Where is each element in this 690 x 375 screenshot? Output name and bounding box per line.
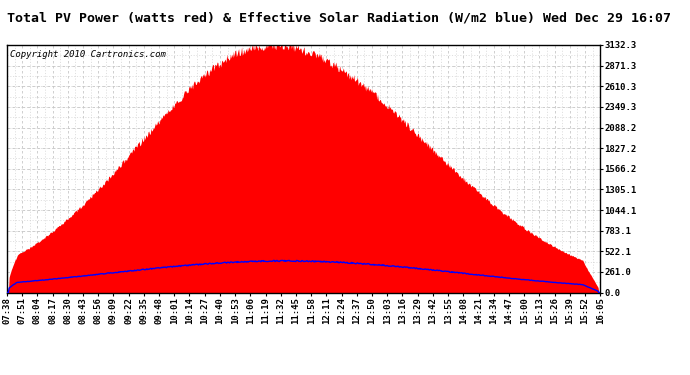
Text: Total PV Power (watts red) & Effective Solar Radiation (W/m2 blue) Wed Dec 29 16: Total PV Power (watts red) & Effective S… — [7, 11, 671, 24]
Text: Copyright 2010 Cartronics.com: Copyright 2010 Cartronics.com — [10, 50, 166, 59]
